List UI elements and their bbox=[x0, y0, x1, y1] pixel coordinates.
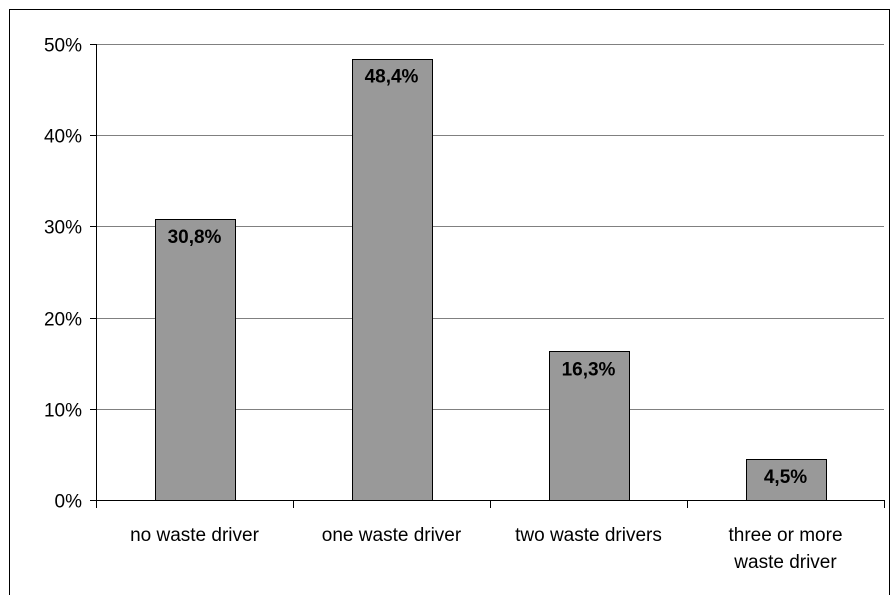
y-axis-tick-labels: 0% 10% 20% 30% 40% 50% bbox=[44, 36, 82, 513]
chart-border bbox=[9, 9, 890, 595]
bar bbox=[155, 219, 236, 501]
x-category-label: one waste driver bbox=[322, 525, 462, 546]
data-labels: 30,8% 48,4% 16,3% 4,5% bbox=[168, 67, 808, 488]
bar bbox=[352, 59, 433, 501]
x-category-label: three or more waste driver bbox=[728, 525, 842, 573]
y-tick-label: 20% bbox=[44, 310, 82, 331]
y-tick-label: 50% bbox=[44, 36, 82, 57]
data-label: 48,4% bbox=[365, 67, 419, 88]
bars bbox=[155, 59, 827, 501]
axes bbox=[90, 44, 885, 508]
x-category-label: two waste drivers bbox=[515, 525, 662, 546]
bar bbox=[746, 459, 827, 501]
x-category-label: no waste driver bbox=[130, 525, 260, 546]
data-label: 30,8% bbox=[168, 227, 222, 248]
data-label: 4,5% bbox=[764, 467, 807, 488]
y-tick-label: 30% bbox=[44, 218, 82, 239]
y-tick-label: 0% bbox=[55, 492, 83, 513]
y-tick-label: 10% bbox=[44, 401, 82, 422]
bar bbox=[549, 351, 630, 501]
x-axis-category-labels: no waste driver one waste driver two waste… bbox=[130, 525, 842, 573]
y-tick-label: 40% bbox=[44, 127, 82, 148]
data-label: 16,3% bbox=[562, 359, 616, 380]
